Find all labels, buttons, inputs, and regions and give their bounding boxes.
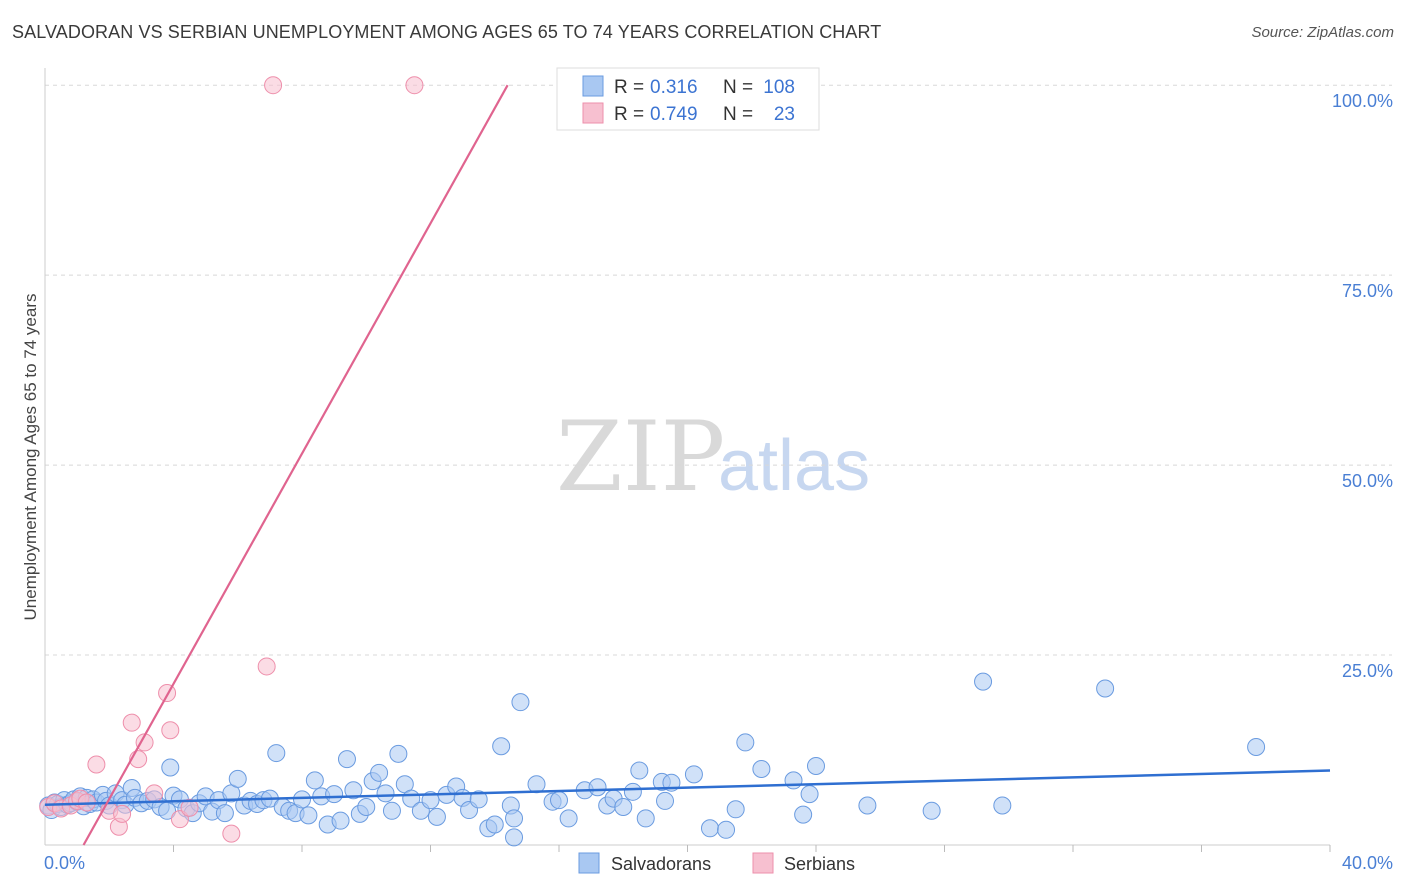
legend-swatch-serbians (582, 102, 604, 124)
salvadoran-point (550, 791, 568, 810)
y-tick-label: 100.0% (1332, 91, 1393, 111)
salvadoran-point (485, 815, 504, 834)
salvadoran-point (161, 758, 180, 777)
y-tick-label: 75.0% (1342, 281, 1393, 301)
x-tick-marks (173, 845, 1331, 852)
salvadoran-point (492, 737, 511, 756)
salvadoran-point (325, 785, 344, 804)
salvadoran-point (800, 785, 819, 804)
salvadoran-point (623, 782, 642, 801)
salvadoran-point (469, 790, 488, 809)
salvadoran-point (807, 756, 825, 775)
salvadoran-point (726, 800, 745, 819)
legend-r-value-salvadorans: 0.316 (650, 77, 698, 98)
salvadoran-point (293, 790, 311, 809)
salvadoran-point (505, 809, 524, 828)
chart-title: SALVADORAN VS SERBIAN UNEMPLOYMENT AMONG… (12, 22, 882, 42)
legend-n-value-serbians: 23 (774, 104, 795, 125)
salvadoran-trend-line (44, 769, 1331, 806)
salvadoran-point (331, 811, 350, 830)
salvadoran-point (736, 733, 755, 752)
salvadoran-point (559, 809, 578, 828)
salvadoran-point (421, 791, 440, 810)
salvadoran-point (784, 771, 803, 790)
legend-r-label-salvadorans: R = (614, 77, 644, 98)
salvadoran-point (389, 744, 408, 763)
y-tick-labels: 25.0% 50.0% 75.0% 100.0% (1332, 91, 1393, 681)
serbian-point (145, 784, 164, 803)
serbian-point (264, 76, 283, 95)
salvadoran-point (752, 760, 771, 779)
legend-n-label-salvadorans: N = (723, 77, 753, 98)
salvadoran-point (1247, 737, 1266, 756)
salvadoran-point (228, 769, 247, 788)
legend-r-label-serbians: R = (614, 104, 644, 125)
salvadoran-point (684, 765, 703, 784)
salvadoran-point (527, 775, 546, 794)
salvadoran-point (922, 801, 941, 820)
serbian-point (257, 657, 276, 676)
legend-r-value-serbians: 0.749 (650, 104, 698, 125)
serbian-point (87, 755, 106, 774)
serbian-point (113, 804, 132, 823)
serbian-point (161, 721, 180, 740)
x-tick-label-min: 0.0% (44, 853, 85, 873)
gridlines (45, 84, 1392, 656)
y-tick-label: 25.0% (1342, 661, 1393, 681)
serbian-points (39, 76, 424, 843)
bottom-legend-label-salvadorans: Salvadorans (611, 854, 711, 874)
salvadoran-point (858, 796, 877, 815)
salvadoran-point (505, 828, 524, 847)
salvadoran-points (39, 672, 1266, 847)
salvadoran-point (267, 744, 286, 763)
salvadoran-point (588, 778, 607, 797)
salvadoran-point (1096, 679, 1115, 698)
salvadoran-point (614, 798, 633, 817)
salvadoran-point (656, 791, 675, 810)
salvadoran-point (382, 801, 401, 820)
salvadoran-point (630, 761, 649, 780)
legend-swatch-salvadorans (582, 75, 604, 97)
watermark-atlas: atlas (718, 426, 870, 506)
salvadoran-point (215, 804, 234, 823)
source-credit: Source: ZipAtlas.com (1251, 24, 1394, 41)
y-axis-label: Unemployment Among Ages 65 to 74 years (21, 294, 40, 621)
serbian-trend-line (82, 84, 509, 846)
series-legend: Salvadorans Serbians (578, 852, 855, 874)
bottom-legend-label-serbians: Serbians (784, 854, 855, 874)
salvadoran-point (511, 693, 530, 712)
y-tick-label: 50.0% (1342, 471, 1393, 491)
serbian-point (222, 824, 241, 843)
salvadoran-point (974, 672, 993, 691)
salvadoran-point (794, 805, 813, 824)
salvadoran-point (357, 798, 376, 817)
serbian-point (180, 798, 199, 817)
salvadoran-point (700, 819, 719, 838)
serbian-point (122, 713, 141, 732)
salvadoran-point (299, 806, 318, 825)
bottom-legend-swatch-salvadorans (578, 852, 600, 874)
salvadoran-point (305, 771, 324, 790)
salvadoran-point (636, 809, 655, 828)
salvadoran-point (370, 763, 389, 782)
salvadoran-point (993, 796, 1012, 815)
salvadoran-point (376, 784, 395, 803)
serbian-point (158, 684, 177, 703)
bottom-legend-swatch-serbians (752, 852, 774, 874)
salvadoran-point (717, 820, 736, 839)
watermark-zip: ZIP (556, 401, 725, 513)
legend-n-value-salvadorans: 108 (763, 77, 795, 98)
salvadoran-point (337, 750, 356, 769)
serbian-point (405, 76, 424, 95)
salvadoran-point (427, 807, 446, 826)
salvadoran-point (344, 781, 363, 800)
legend-n-label-serbians: N = (723, 104, 753, 125)
x-tick-label-max: 40.0% (1342, 853, 1393, 873)
correlation-legend: R = 0.316 N = 108 R = 0.749 N = 23 (556, 67, 820, 131)
